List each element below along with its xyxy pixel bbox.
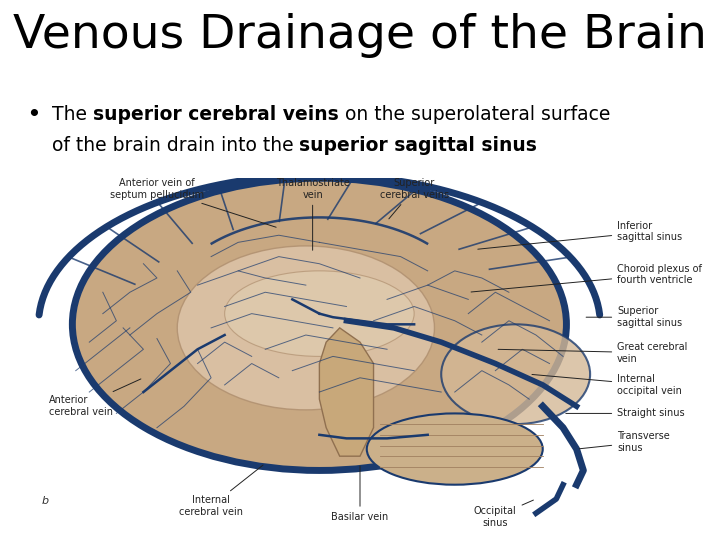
Text: Internal
cerebral vein: Internal cerebral vein [179,465,263,517]
Text: of the brain drain into the: of the brain drain into the [52,136,300,155]
Text: b: b [42,496,49,506]
Polygon shape [320,328,374,456]
Text: •: • [27,105,40,124]
Text: Inferior
sagittal sinus: Inferior sagittal sinus [478,221,683,249]
Text: superior sagittal sinus: superior sagittal sinus [300,136,537,155]
Text: Occipital
sinus: Occipital sinus [474,500,534,528]
Text: Venous Drainage of the Brain: Venous Drainage of the Brain [13,14,707,58]
Ellipse shape [225,271,414,356]
Text: Superior
sagittal sinus: Superior sagittal sinus [586,306,683,328]
Text: The: The [52,105,93,124]
Ellipse shape [366,414,543,485]
Text: Anterior vein of
septum pellucidum: Anterior vein of septum pellucidum [110,178,276,227]
Text: Internal
occipital vein: Internal occipital vein [532,374,682,396]
Text: Great cerebral
vein: Great cerebral vein [498,342,688,363]
Text: Straight sinus: Straight sinus [566,408,685,418]
Text: Transverse
sinus: Transverse sinus [580,431,670,453]
Ellipse shape [177,246,434,410]
Text: on the superolateral surface: on the superolateral surface [338,105,610,124]
Text: superior cerebral veins: superior cerebral veins [93,105,338,124]
Ellipse shape [73,178,567,470]
Text: Thalamostriate
vein: Thalamostriate vein [276,178,350,250]
Text: Choroid plexus of
fourth ventricle: Choroid plexus of fourth ventricle [471,264,702,292]
Text: Basilar vein: Basilar vein [331,466,389,522]
Ellipse shape [441,325,590,424]
Text: Superior
cerebral veins: Superior cerebral veins [379,178,449,219]
Text: Anterior
cerebral vein: Anterior cerebral vein [49,379,141,417]
